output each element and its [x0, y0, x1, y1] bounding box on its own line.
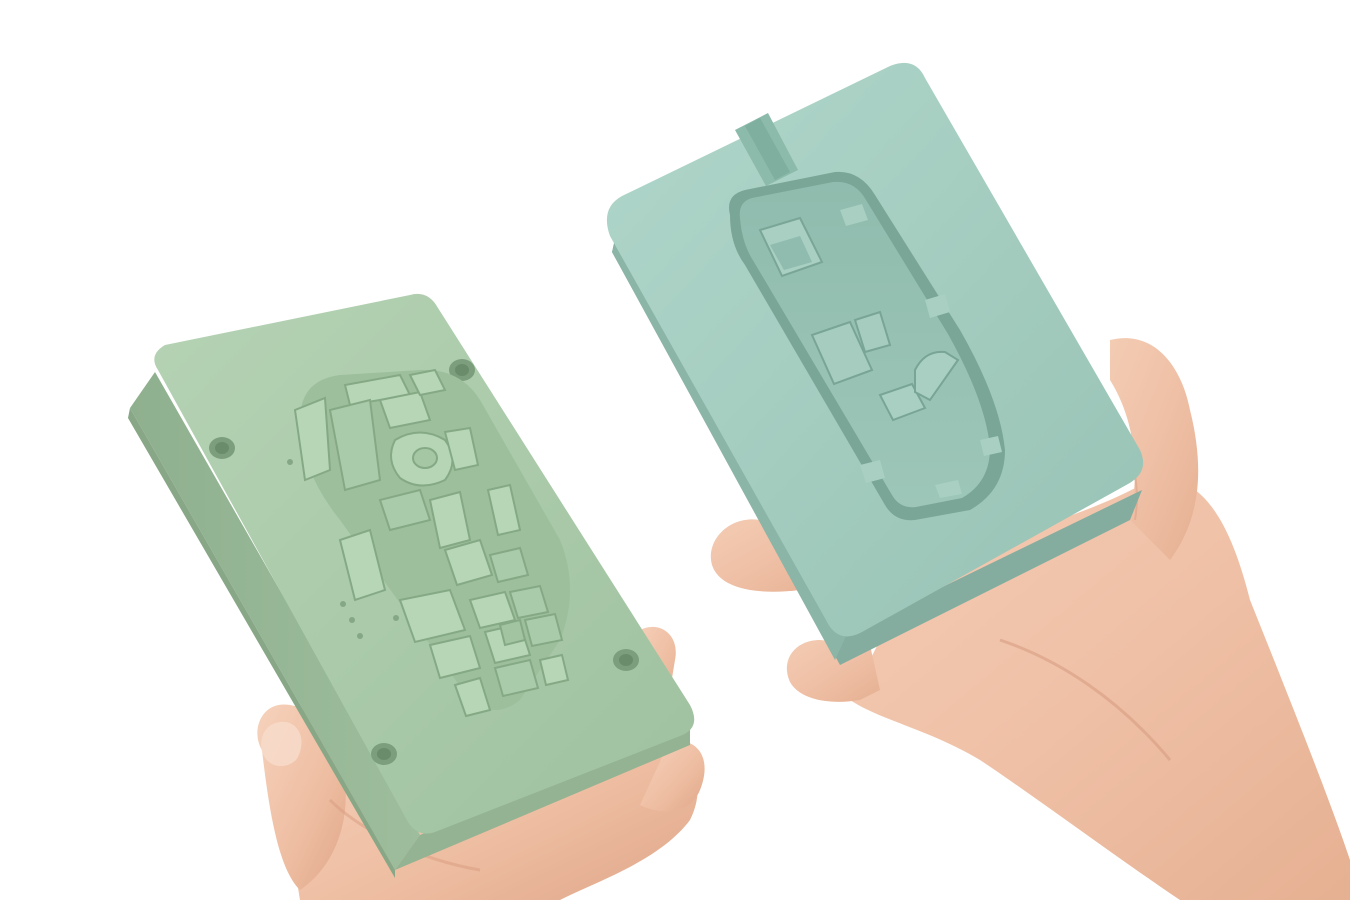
mounting-hole: [209, 437, 235, 459]
mounting-hole: [371, 743, 397, 765]
right-mold-half-cavity: [606, 62, 1144, 665]
left-mold-half-core: [128, 293, 695, 878]
mounting-hole: [449, 359, 475, 381]
mounting-hole: [613, 649, 639, 671]
